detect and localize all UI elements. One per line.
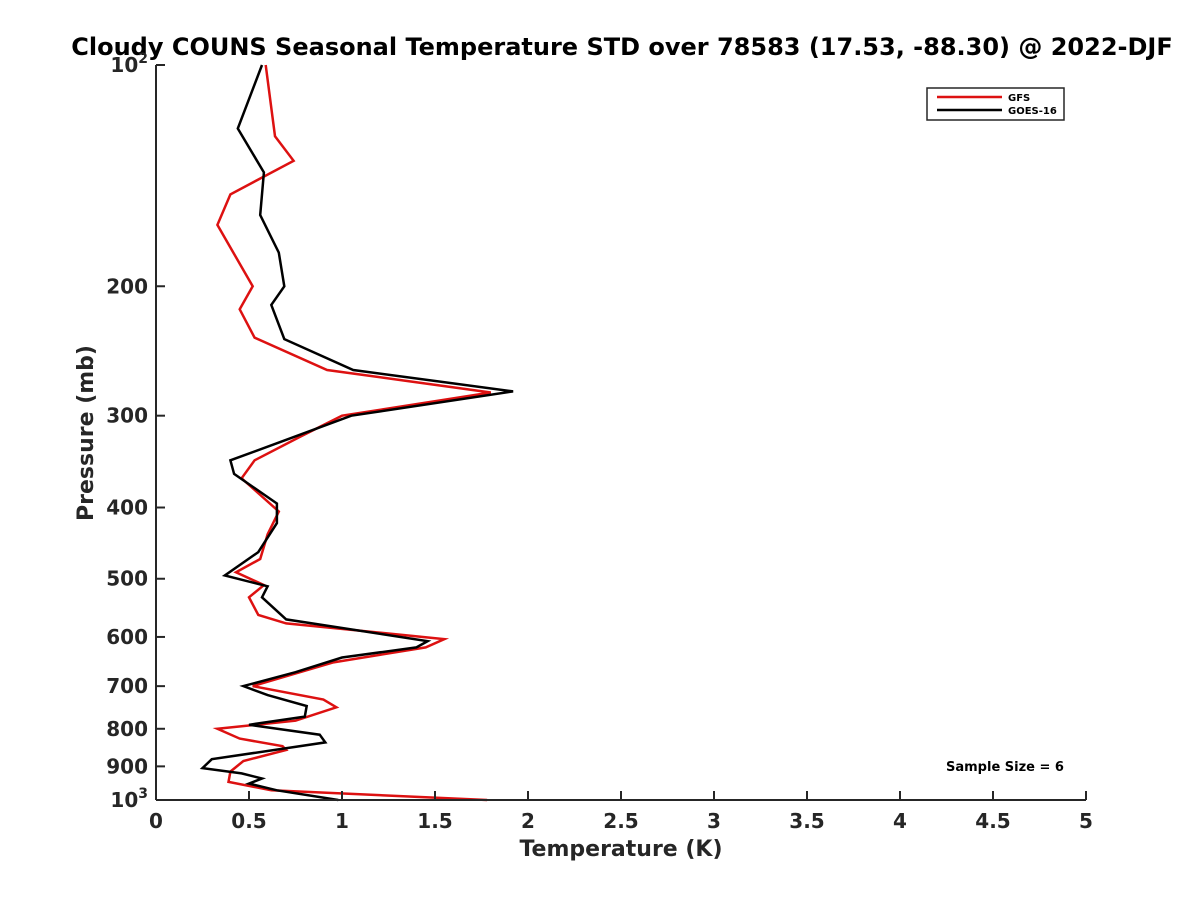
legend-box [926, 87, 1065, 121]
x-tick-label: 2.5 [603, 809, 638, 833]
x-tick-label: 2 [521, 809, 535, 833]
x-tick-label: 4 [893, 809, 907, 833]
y-tick-base: 10 [110, 788, 138, 812]
y-tick-label: 700 [106, 674, 148, 698]
y-tick-exponent: 3 [138, 786, 148, 802]
y-tick-label: 800 [106, 717, 148, 741]
x-tick-label: 0 [149, 809, 163, 833]
y-tick-label: 102 [110, 51, 148, 77]
y-tick-label: 300 [106, 404, 148, 428]
y-tick-label: 200 [106, 274, 148, 298]
legend-label-gfs: GFS [1008, 93, 1030, 104]
y-tick-label: 103 [110, 786, 148, 812]
y-tick-label: 400 [106, 496, 148, 520]
sample-size-annotation: Sample Size = 6 [946, 760, 1064, 775]
x-axis-ticks: 0 0.5 1 1.5 2 2.5 3 3.5 4 4.5 5 [149, 791, 1093, 833]
y-tick-base: 10 [110, 53, 138, 77]
legend-label-goes16: GOES-16 [1008, 106, 1057, 117]
y-tick-label: 900 [106, 754, 148, 778]
x-tick-label: 4.5 [975, 809, 1010, 833]
series-line-goes16 [199, 64, 514, 802]
x-tick-label: 1.5 [417, 809, 452, 833]
y-axis-label: Pressure (mb) [74, 345, 99, 521]
x-axis-label: Temperature (K) [519, 837, 722, 862]
y-tick-exponent: 2 [138, 51, 148, 67]
x-tick-label: 3.5 [789, 809, 824, 833]
chart-title: Cloudy COUNS Seasonal Temperature STD ov… [71, 33, 1173, 61]
x-tick-label: 0.5 [231, 809, 266, 833]
y-tick-label: 600 [106, 625, 148, 649]
plot-series [199, 64, 514, 802]
x-tick-label: 5 [1079, 809, 1093, 833]
x-tick-label: 1 [335, 809, 349, 833]
series-line-gfs [212, 64, 491, 802]
plot-axes [155, 65, 1086, 801]
y-tick-label: 500 [106, 567, 148, 591]
x-tick-label: 3 [707, 809, 721, 833]
chart-legend: GFS GOES-16 [926, 87, 1065, 121]
